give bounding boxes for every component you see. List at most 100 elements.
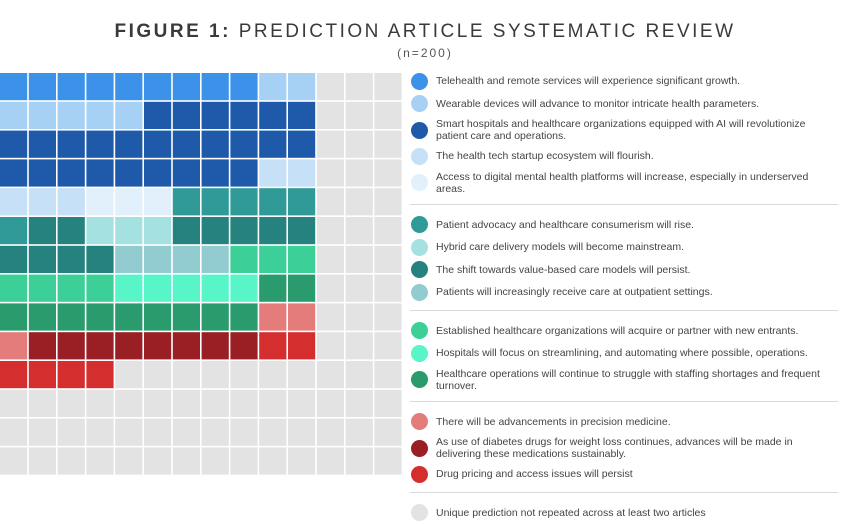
legend-label: Patients will increasingly receive care … [436, 286, 836, 298]
waffle-cell [58, 419, 85, 446]
waffle-cell [58, 332, 85, 359]
waffle-cell [115, 332, 142, 359]
legend-item: The health tech startup ecosystem will f… [410, 145, 840, 168]
waffle-cell [115, 303, 142, 330]
waffle-cell [29, 447, 56, 474]
waffle-cell [86, 447, 113, 474]
waffle-cell [346, 131, 373, 158]
waffle-cell [173, 447, 200, 474]
waffle-cell [173, 332, 200, 359]
waffle-cell [86, 246, 113, 273]
waffle-cell [144, 390, 171, 417]
waffle-cell [317, 447, 344, 474]
waffle-cell [259, 275, 286, 302]
waffle-cell [230, 159, 257, 186]
waffle-cell [259, 131, 286, 158]
waffle-cell [173, 419, 200, 446]
waffle-cell [86, 275, 113, 302]
waffle-cell [346, 102, 373, 129]
waffle-cell [202, 275, 229, 302]
waffle-cell [317, 217, 344, 244]
waffle-cell [58, 246, 85, 273]
waffle-cell [288, 188, 315, 215]
waffle-cell [259, 217, 286, 244]
legend-item: Patients will increasingly receive care … [410, 281, 840, 304]
waffle-cell [346, 188, 373, 215]
waffle-cell [230, 102, 257, 129]
waffle-cell [0, 332, 27, 359]
waffle-cell [58, 159, 85, 186]
legend-item: Hospitals will focus on streamlining, an… [410, 342, 840, 365]
waffle-cell [0, 188, 27, 215]
legend-label: Established healthcare organizations wil… [436, 325, 836, 337]
waffle-cell [230, 419, 257, 446]
waffle-cell [374, 188, 401, 215]
waffle-cell [29, 419, 56, 446]
legend-swatch [411, 466, 428, 483]
waffle-cell [288, 419, 315, 446]
waffle-cell [259, 159, 286, 186]
legend-swatch [411, 413, 428, 430]
waffle-cell [0, 447, 27, 474]
waffle-cell [202, 447, 229, 474]
waffle-cell [144, 303, 171, 330]
waffle-cell [202, 188, 229, 215]
waffle-cell [86, 419, 113, 446]
sample-size: (n=200) [0, 45, 850, 61]
waffle-cell [259, 246, 286, 273]
waffle-cell [173, 73, 200, 100]
waffle-cell [173, 188, 200, 215]
waffle-cell [144, 102, 171, 129]
waffle-cell [115, 188, 142, 215]
waffle-cell [173, 217, 200, 244]
waffle-cell [29, 217, 56, 244]
waffle-cell [288, 361, 315, 388]
waffle-cell [144, 188, 171, 215]
waffle-cell [173, 131, 200, 158]
waffle-cell [0, 361, 27, 388]
waffle-cell [346, 275, 373, 302]
waffle-cell [374, 159, 401, 186]
waffle-cell [259, 102, 286, 129]
waffle-cell [346, 332, 373, 359]
waffle-cell [202, 246, 229, 273]
waffle-cell [173, 275, 200, 302]
waffle-cell [346, 217, 373, 244]
waffle-cell [0, 303, 27, 330]
waffle-cell [115, 447, 142, 474]
waffle-cell [115, 102, 142, 129]
waffle-cell [173, 102, 200, 129]
waffle-cell [0, 159, 27, 186]
waffle-cell [58, 447, 85, 474]
legend-swatch [411, 284, 428, 301]
legend-item: Unique prediction not repeated across at… [410, 502, 840, 524]
waffle-cell [374, 275, 401, 302]
waffle-cell [115, 131, 142, 158]
waffle-cell [374, 131, 401, 158]
legend-swatch [411, 345, 428, 362]
legend-divider [410, 310, 838, 311]
waffle-cell [259, 332, 286, 359]
waffle-cell [144, 131, 171, 158]
waffle-cell [58, 390, 85, 417]
waffle-cell [230, 131, 257, 158]
waffle-cell [115, 419, 142, 446]
waffle-cell [230, 447, 257, 474]
waffle-cell [288, 131, 315, 158]
legend-swatch [411, 148, 428, 165]
waffle-cell [0, 73, 27, 100]
waffle-cell [173, 361, 200, 388]
waffle-cell [115, 361, 142, 388]
waffle-cell [86, 159, 113, 186]
waffle-cell [288, 275, 315, 302]
waffle-cell [317, 275, 344, 302]
legend-label: Telehealth and remote services will expe… [436, 75, 836, 87]
waffle-cell [374, 246, 401, 273]
legend-label: Healthcare operations will continue to s… [436, 368, 836, 392]
legend-label: The shift towards value-based care model… [436, 264, 836, 276]
waffle-cell [288, 390, 315, 417]
waffle-cell [58, 188, 85, 215]
waffle-cell [29, 275, 56, 302]
waffle-cell [230, 217, 257, 244]
waffle-cell [259, 390, 286, 417]
